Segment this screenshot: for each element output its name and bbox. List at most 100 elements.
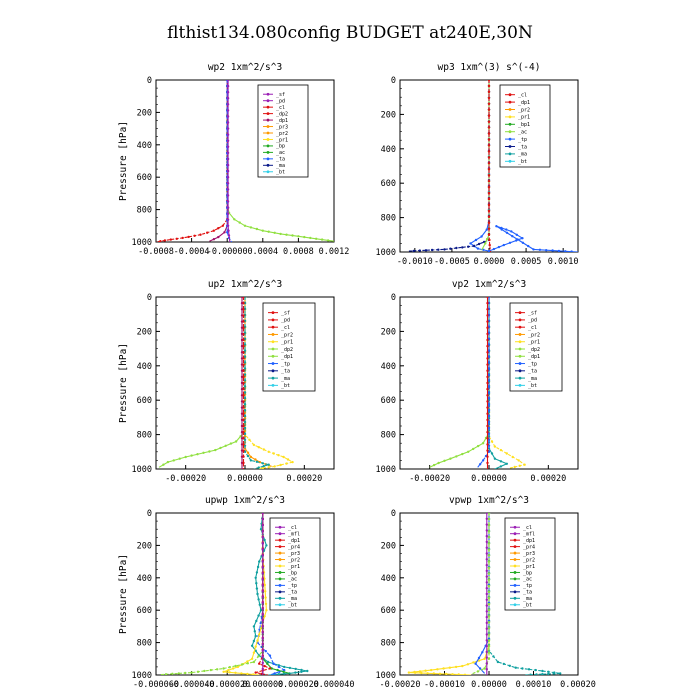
series-point [252, 651, 256, 654]
series-point [224, 444, 227, 447]
series-point [499, 465, 503, 468]
legend-marker [266, 163, 270, 167]
series-point [486, 344, 489, 348]
series-point [485, 581, 488, 584]
series-point [486, 297, 489, 299]
series-point [487, 432, 491, 436]
x-tick-label: -0.000020 [204, 680, 250, 690]
series-point [486, 461, 489, 465]
legend-marker [271, 311, 275, 315]
series-point [486, 418, 489, 422]
series-point [487, 249, 491, 252]
series-point [223, 231, 226, 234]
series-point [202, 451, 205, 454]
series-point [485, 662, 488, 665]
series-point [243, 379, 247, 382]
legend-marker [266, 131, 270, 135]
series-point [481, 651, 484, 654]
series-point [487, 227, 491, 230]
series-point [570, 250, 573, 252]
series-point [196, 670, 200, 673]
series-point [535, 673, 538, 675]
series-point [492, 247, 496, 251]
series-point [493, 445, 497, 448]
series-point [285, 462, 288, 465]
series-point [267, 450, 270, 453]
series-point [487, 517, 491, 521]
series-point [259, 528, 263, 531]
series-point [455, 455, 458, 458]
series-point [267, 463, 270, 466]
series-point [303, 235, 306, 239]
legend-marker [513, 551, 517, 555]
series-point [487, 578, 491, 581]
series-point [487, 132, 491, 135]
series-point [499, 448, 503, 452]
series-point [436, 668, 439, 671]
legend-label: _bp [288, 570, 297, 576]
series-point [242, 363, 245, 366]
series-point [226, 109, 230, 112]
y-tick-label: 200 [137, 108, 152, 118]
series-point [172, 459, 175, 462]
legend-label: _pd [281, 318, 290, 324]
series-point [266, 662, 269, 665]
series-line [408, 513, 490, 675]
x-tick-label: 0.00010 [516, 680, 552, 690]
y-tick-label: 1000 [376, 465, 396, 475]
series-point [177, 672, 180, 675]
series-point [487, 174, 491, 177]
series-point [510, 230, 513, 233]
legend-marker [518, 325, 522, 329]
legend-marker [513, 571, 517, 574]
legend-marker [271, 383, 275, 387]
series-point [449, 457, 452, 460]
series-point [285, 233, 288, 236]
series-point [486, 351, 489, 354]
series-point [261, 560, 264, 563]
series-point [486, 357, 489, 360]
series-point [249, 459, 253, 462]
series-point [437, 461, 440, 465]
legend-marker [508, 130, 512, 134]
legend-label: _pr1 [523, 564, 535, 570]
series-point [221, 224, 224, 227]
legend-marker [518, 383, 522, 387]
series-point [273, 672, 276, 675]
legend-label: _dp1 [288, 538, 300, 544]
series-point [250, 644, 254, 647]
x-tick-label: 0.0004 [247, 247, 278, 257]
series-point [226, 103, 230, 106]
y-tick-label: 400 [381, 574, 396, 584]
legend-label: _pr2 [276, 131, 288, 137]
series-point [242, 455, 245, 458]
series-point [564, 250, 567, 252]
x-tick-label: 0.000040 [314, 680, 355, 690]
x-tick-label: -0.00010 [424, 680, 465, 690]
legend-marker [518, 347, 522, 351]
series-point [497, 245, 501, 249]
series-point [424, 669, 427, 672]
legend-label: _pr4 [523, 544, 535, 550]
series-point [407, 671, 411, 674]
series-point [283, 665, 286, 669]
series-point [226, 80, 230, 82]
series-point [438, 672, 442, 675]
series-point [242, 338, 245, 342]
series-point [243, 385, 247, 388]
series-point [242, 381, 245, 385]
legend-marker [278, 571, 282, 574]
series-line [407, 80, 490, 252]
y-axis-label: Pressure [hPa] [118, 554, 129, 634]
legend-label: _pd [276, 98, 285, 104]
series-point [442, 667, 445, 670]
legend-marker [278, 558, 282, 561]
x-tick-label: -0.000040 [169, 680, 215, 690]
series-point [229, 442, 233, 445]
series-point [214, 448, 217, 452]
y-tick-label: 600 [137, 396, 152, 406]
legend-marker [266, 125, 270, 128]
series-point [487, 444, 491, 447]
series-point [249, 226, 253, 229]
series-point [261, 572, 264, 575]
